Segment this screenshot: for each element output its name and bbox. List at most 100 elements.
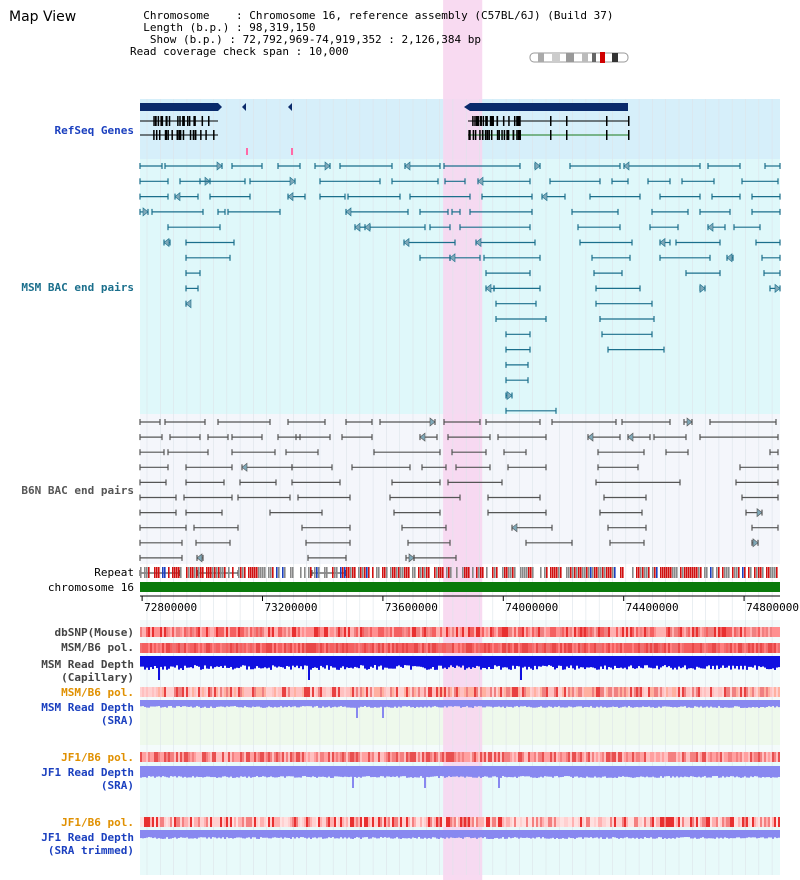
- heat-cell: [372, 817, 374, 827]
- heat-cell: [458, 643, 460, 653]
- read-depth-bar: [284, 766, 286, 778]
- heat-cell: [190, 752, 192, 762]
- heat-cell: [378, 627, 380, 637]
- read-depth-bar: [548, 700, 550, 707]
- heat-cell: [532, 817, 534, 827]
- heat-cell: [314, 643, 316, 653]
- heat-cell: [764, 687, 766, 697]
- heat-cell: [416, 643, 418, 653]
- heat-cell: [300, 817, 302, 827]
- track-label-b6n-bac[interactable]: B6N BAC end pairs: [21, 484, 134, 497]
- heat-cell: [676, 627, 678, 637]
- heat-cell: [744, 752, 746, 762]
- track-label-msm-b6-pol-2[interactable]: MSM/B6 pol.: [61, 686, 134, 699]
- heat-cell: [420, 687, 422, 697]
- read-depth-bar: [480, 830, 482, 838]
- read-depth-bar: [492, 656, 494, 669]
- heat-cell: [288, 752, 290, 762]
- heat-cell: [354, 687, 356, 697]
- track-label-msm-depth-cap[interactable]: MSM Read Depth: [41, 658, 134, 671]
- heat-cell: [508, 643, 510, 653]
- heat-cell: [668, 817, 670, 827]
- heat-cell: [668, 643, 670, 653]
- heat-cell: [354, 643, 356, 653]
- repeat-element: [672, 567, 674, 578]
- msm-pair-arrow: [541, 191, 548, 202]
- read-depth-bar: [198, 766, 200, 778]
- exon: [200, 130, 202, 140]
- heat-cell: [688, 643, 690, 653]
- track-label-jf1-b6-pol-1[interactable]: JF1/B6 pol.: [61, 751, 134, 764]
- heat-cell: [526, 817, 528, 827]
- heat-cell: [356, 627, 358, 637]
- heat-cell: [394, 752, 396, 762]
- heat-cell: [558, 752, 560, 762]
- read-depth-bar: [424, 830, 426, 838]
- heat-cell: [530, 627, 532, 637]
- heat-cell: [704, 643, 706, 653]
- heat-cell: [462, 627, 464, 637]
- exon: [519, 116, 521, 126]
- read-depth-bar: [498, 656, 500, 666]
- read-depth-bar: [528, 656, 530, 667]
- read-depth-bar: [644, 656, 646, 666]
- read-depth-bar: [140, 656, 142, 667]
- exon: [498, 130, 500, 140]
- read-depth-bar: [652, 656, 654, 669]
- heat-cell: [630, 643, 632, 653]
- heat-cell: [154, 817, 156, 827]
- heat-cell: [586, 752, 588, 762]
- heat-cell: [352, 752, 354, 762]
- heat-cell: [250, 627, 252, 637]
- track-label-dbsnp[interactable]: dbSNP(Mouse): [54, 626, 134, 639]
- track-label-msm-bac[interactable]: MSM BAC end pairs: [21, 281, 134, 294]
- heat-cell: [552, 752, 554, 762]
- heat-cell: [304, 627, 306, 637]
- read-depth-bar: [766, 700, 768, 707]
- heat-cell: [698, 643, 700, 653]
- read-depth-bar: [272, 830, 274, 838]
- heat-cell: [696, 627, 698, 637]
- read-depth-bar: [700, 830, 702, 838]
- heat-cell: [244, 643, 246, 653]
- read-depth-bar: [470, 656, 472, 669]
- track-label-jf1-depth-trim[interactable]: JF1 Read Depth: [41, 831, 134, 844]
- heat-cell: [728, 817, 730, 827]
- read-depth-bar: [396, 830, 398, 838]
- heat-cell: [338, 643, 340, 653]
- read-depth-bar: [582, 656, 584, 668]
- read-depth-bar: [670, 656, 672, 668]
- heat-cell: [722, 687, 724, 697]
- read-depth-bar: [254, 700, 256, 708]
- read-depth-bar: [196, 656, 198, 666]
- track-label-jf1-b6-pol-2[interactable]: JF1/B6 pol.: [61, 816, 134, 829]
- heat-cell: [276, 817, 278, 827]
- read-depth-bar: [648, 700, 650, 707]
- read-depth-bar: [454, 766, 456, 777]
- read-depth-bar: [698, 700, 700, 708]
- exon: [161, 116, 164, 126]
- read-depth-bar: [628, 656, 630, 667]
- read-depth-bar: [708, 830, 710, 839]
- repeat-element: [158, 567, 160, 578]
- track-label-jf1-depth-sra[interactable]: JF1 Read Depth: [41, 766, 134, 779]
- read-depth-bar: [620, 656, 622, 668]
- heat-cell: [234, 627, 236, 637]
- track-label-refseq[interactable]: RefSeq Genes: [54, 124, 134, 137]
- read-depth-bar: [476, 766, 478, 778]
- heat-cell: [316, 752, 318, 762]
- heat-cell: [146, 627, 148, 637]
- repeat-element: [304, 567, 306, 578]
- heat-cell: [446, 643, 448, 653]
- track-label-msm-b6-pol-1[interactable]: MSM/B6 pol.: [61, 641, 134, 654]
- heat-cell: [386, 752, 388, 762]
- read-depth-bar: [162, 700, 164, 708]
- heat-cell: [390, 627, 392, 637]
- read-depth-bar: [758, 656, 760, 667]
- track-label-jf1-depth-sra-sub: (SRA): [100, 779, 134, 792]
- heat-cell: [628, 687, 630, 697]
- read-depth-bar: [248, 700, 250, 708]
- heat-cell: [436, 643, 438, 653]
- track-label-msm-depth-sra[interactable]: MSM Read Depth: [41, 701, 134, 714]
